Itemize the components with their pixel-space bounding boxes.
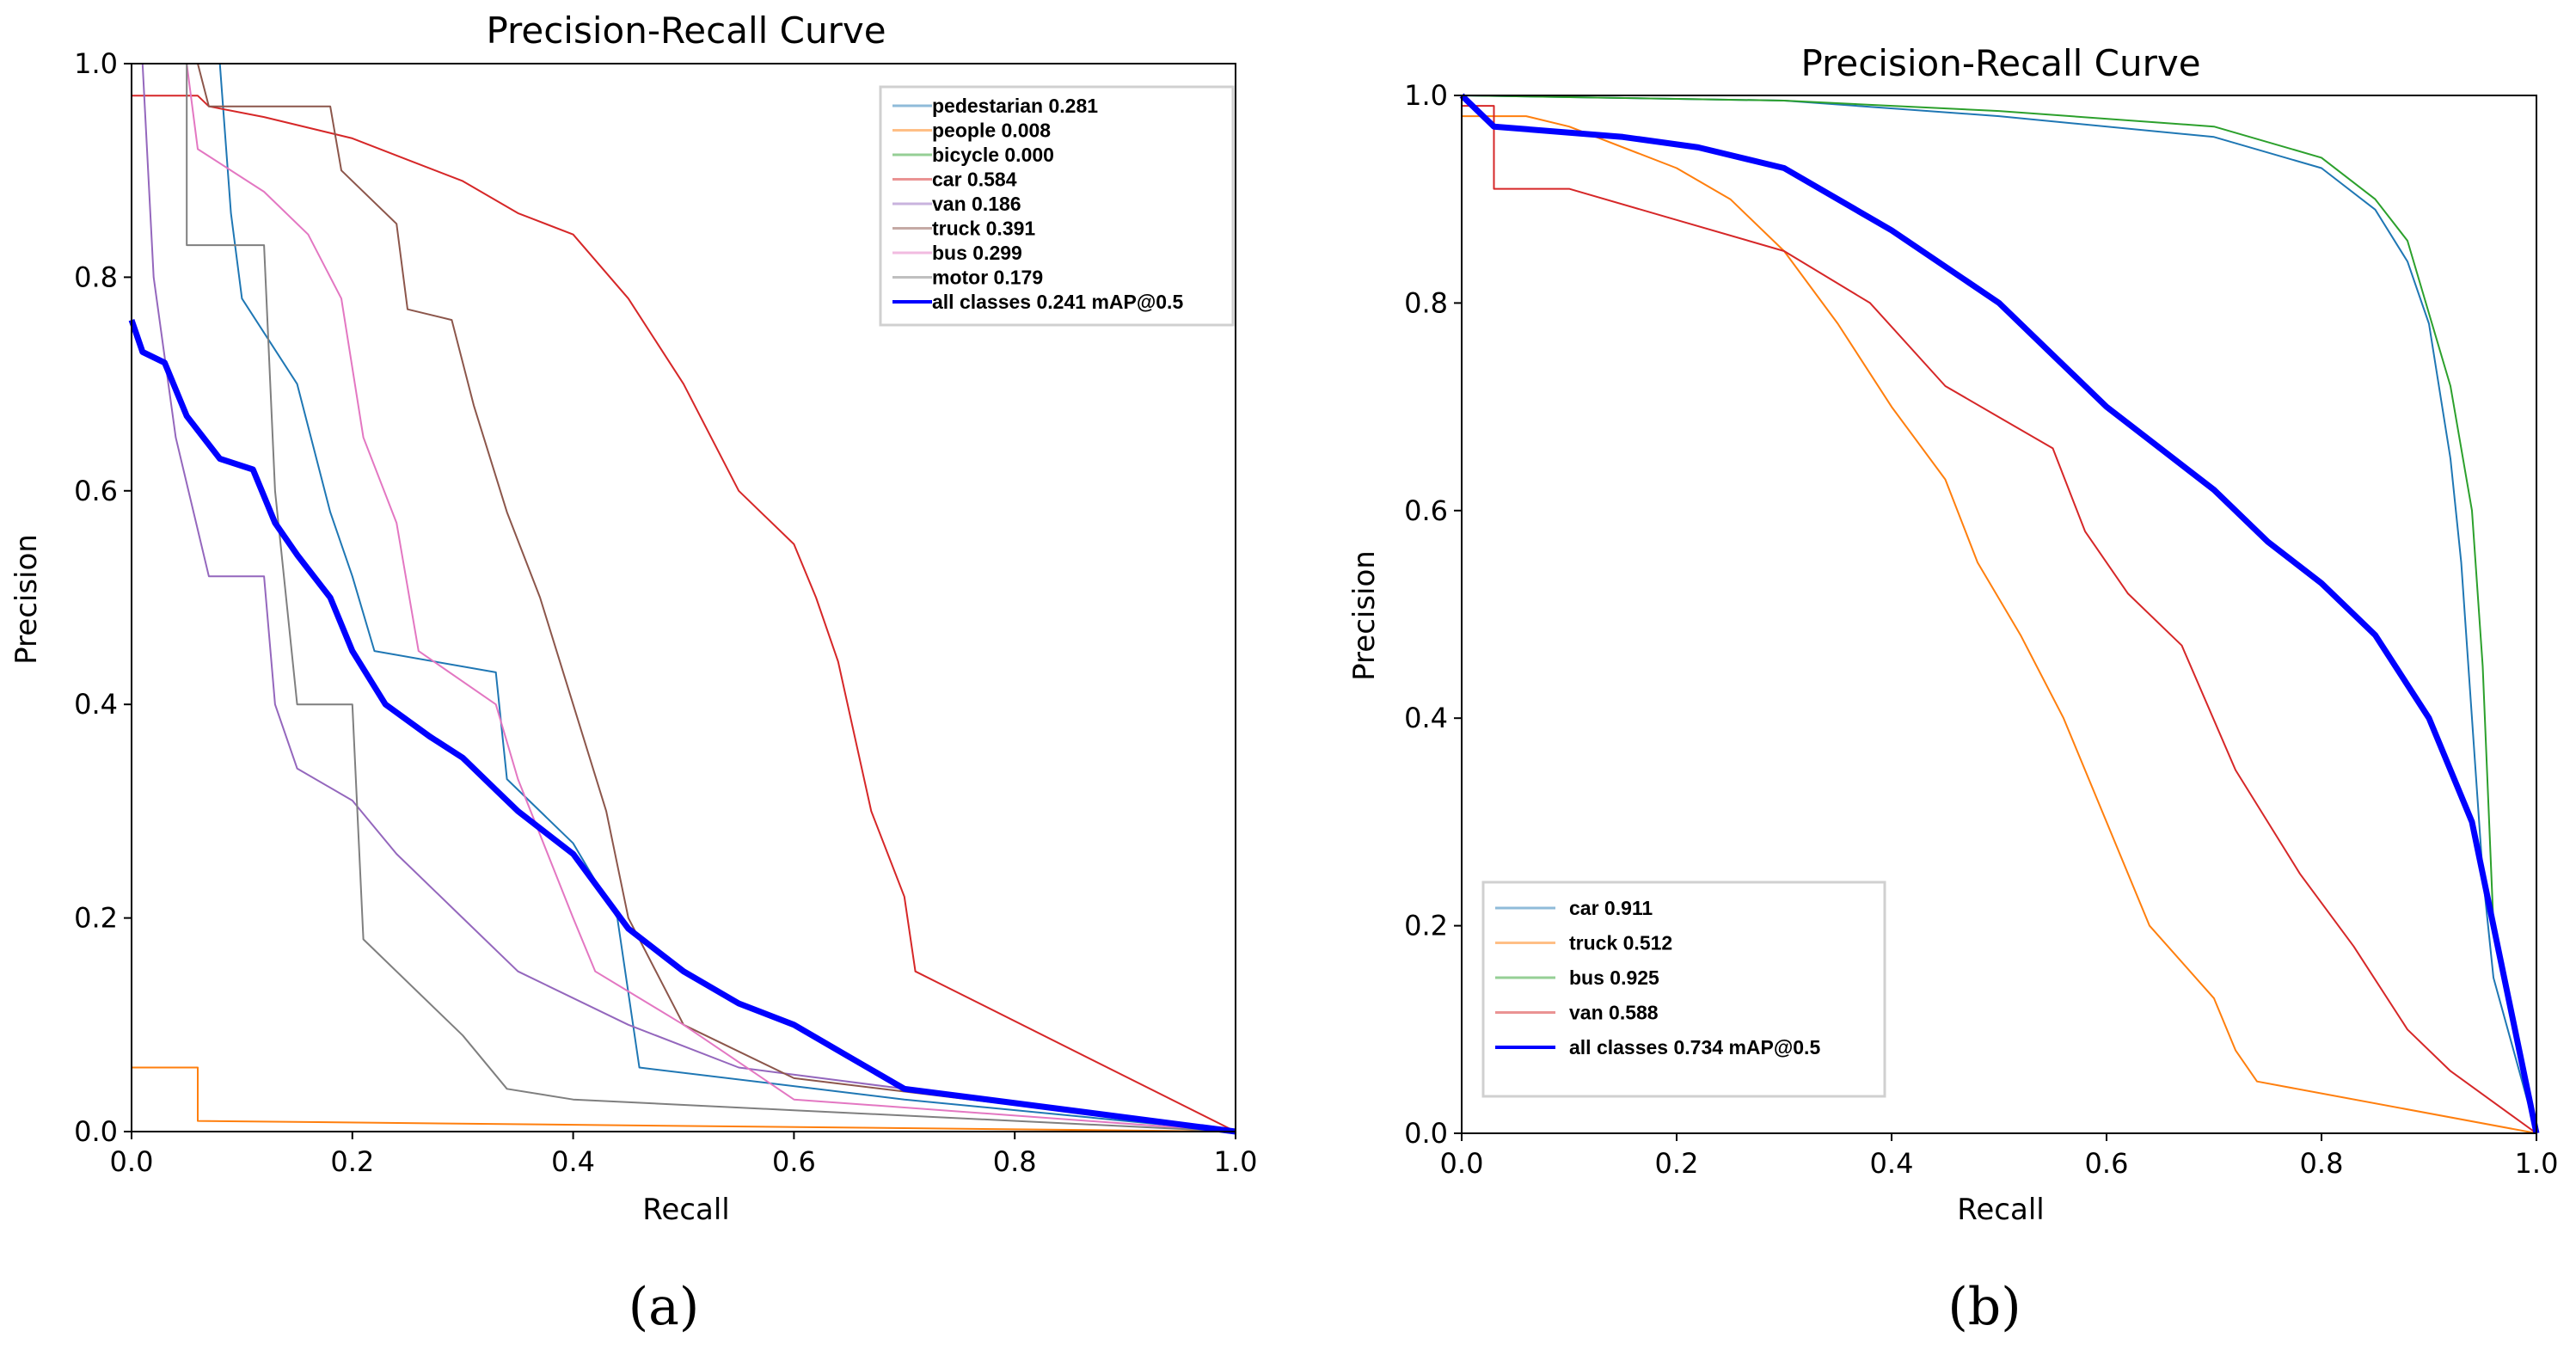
legend-box [879, 85, 1235, 327]
series-line-4 [141, 63, 1236, 1132]
x-tick-label: 0.2 [1655, 1147, 1699, 1180]
series-line-3 [132, 95, 1236, 1132]
y-axis-label: Precision [9, 534, 44, 665]
y-tick-label: 0.6 [1404, 494, 1448, 527]
x-tick-label: 0.4 [551, 1145, 595, 1178]
x-tick-label: 1.0 [2515, 1147, 2559, 1180]
legend-label: all classes 0.734 mAP@0.5 [1569, 1036, 1820, 1058]
y-tick-label: 0.2 [1404, 910, 1448, 942]
series-line-0 [1461, 95, 2537, 1134]
legend-label: car 0.584 [932, 169, 1017, 191]
legend-label: motor 0.179 [932, 267, 1043, 289]
axes-frame [1461, 95, 2537, 1134]
y-axis-label: Precision [1347, 550, 1382, 681]
legend: car 0.911 truck 0.512 bus 0.925 van 0.588 al… [1481, 880, 1886, 1098]
series-line-2 [1461, 95, 2537, 1134]
series-line-8 [128, 318, 1236, 1135]
series-line-7 [186, 64, 1236, 1132]
x-tick-label: 0.6 [2085, 1147, 2129, 1180]
y-tick-label: 0.0 [1404, 1117, 1448, 1150]
series-line-3 [1462, 105, 2537, 1134]
y-tick-label: 0.4 [74, 688, 118, 721]
series-line-4 [1459, 93, 2540, 1134]
y-tick-label: 0.8 [74, 261, 118, 293]
legend-label: bicycle 0.000 [932, 144, 1054, 166]
y-tick-label: 1.0 [1404, 79, 1448, 112]
y-tick-label: 1.0 [74, 47, 118, 80]
panel-caption: (b) [1947, 1277, 2021, 1337]
x-tick-label: 1.0 [1214, 1145, 1258, 1178]
y-tick-label: 0.2 [74, 902, 118, 935]
series-group [128, 63, 1236, 1135]
chart-panel-0: 0.0 0.2 0.4 0.6 0.8 1.0 0.0 0.2 0.4 0.6 0.8 1.0 Prec… [9, 9, 1257, 1337]
panel-caption: (a) [629, 1277, 700, 1337]
legend-label: truck 0.391 [932, 218, 1035, 240]
y-tick-label: 0.0 [74, 1115, 118, 1148]
legend-label: pedestarian 0.281 [932, 95, 1098, 117]
axes-frame [131, 63, 1236, 1132]
x-tick-label: 0.8 [2300, 1147, 2344, 1180]
legend-label: truck 0.512 [1569, 932, 1672, 954]
y-tick-label: 0.4 [1404, 702, 1448, 734]
x-tick-label: 0.0 [1440, 1147, 1484, 1180]
x-tick-label: 0.2 [330, 1145, 374, 1178]
legend-label: van 0.186 [932, 193, 1021, 215]
y-tick-label: 0.8 [1404, 286, 1448, 319]
series-group [1459, 93, 2540, 1134]
x-tick-label: 0.0 [110, 1145, 154, 1178]
legend-label: van 0.588 [1569, 1002, 1659, 1024]
x-tick-label: 0.8 [993, 1145, 1037, 1178]
x-tick-label: 0.4 [1870, 1147, 1914, 1180]
series-line-5 [197, 63, 1236, 1132]
x-axis-label: Recall [1957, 1193, 2044, 1227]
series-line-1 [132, 1066, 1236, 1132]
legend-label: car 0.911 [1569, 897, 1653, 919]
x-axis-label: Recall [642, 1193, 729, 1227]
legend-label: bus 0.925 [1569, 966, 1659, 989]
chart-panel-1: 0.0 0.2 0.4 0.6 0.8 1.0 0.0 0.2 0.4 0.6 0.8 1.0 Prec… [1347, 42, 2558, 1337]
legend-box [1481, 880, 1886, 1098]
x-tick-label: 0.6 [772, 1145, 816, 1178]
series-line-1 [1462, 115, 2537, 1134]
series-line-6 [186, 63, 1236, 1132]
legend-label: all classes 0.241 mAP@0.5 [932, 291, 1183, 313]
y-tick-label: 0.6 [74, 475, 118, 507]
legend-label: people 0.008 [932, 120, 1051, 142]
legend-label: bus 0.299 [932, 242, 1022, 264]
chart-title: Precision-Recall Curve [1800, 42, 2200, 84]
chart-title: Precision-Recall Curve [486, 9, 886, 52]
